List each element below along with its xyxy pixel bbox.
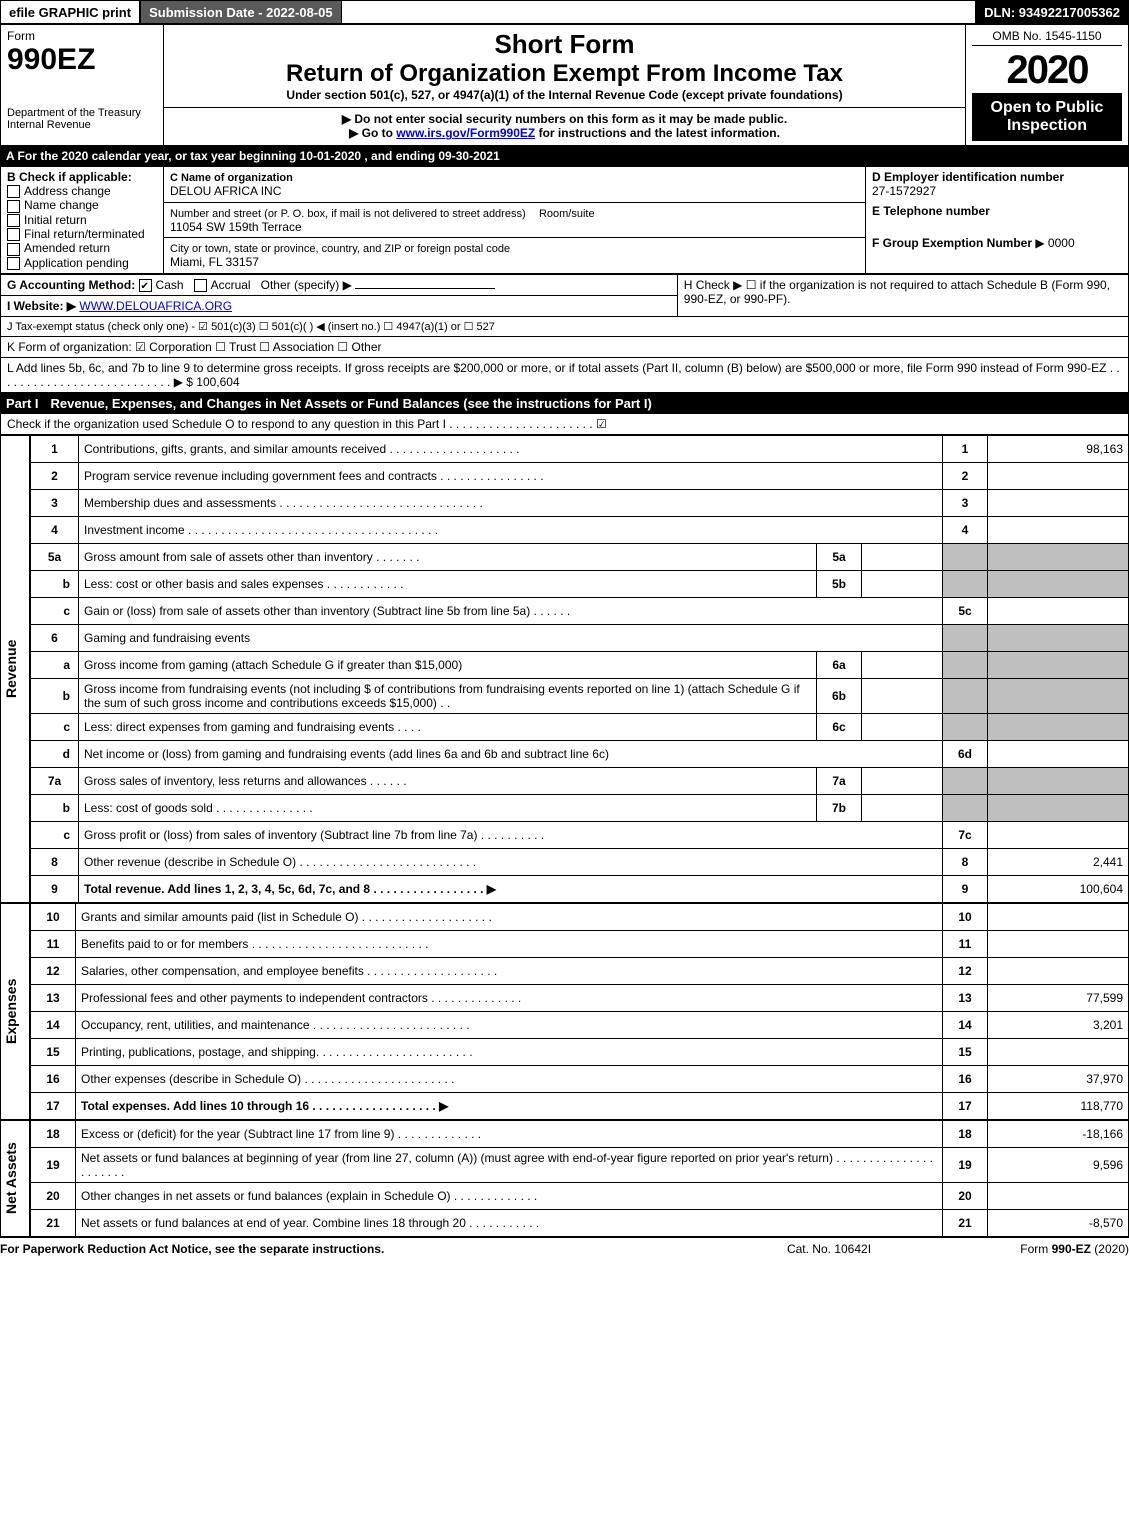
box-b-opt-amended: Amended return	[7, 241, 157, 255]
form-header: Form 990EZ Department of the Treasury In…	[0, 24, 1129, 146]
ein-value: 27-1572927	[872, 184, 1122, 198]
box-b-opt-initial: Initial return	[7, 213, 157, 227]
footer-left: For Paperwork Reduction Act Notice, see …	[0, 1242, 729, 1256]
city-label: City or town, state or province, country…	[170, 243, 510, 255]
dln-label: DLN: 93492217005362	[975, 0, 1129, 24]
street-label: Number and street (or P. O. box, if mail…	[170, 208, 526, 220]
row-9: 9Total revenue. Add lines 1, 2, 3, 4, 5c…	[31, 876, 1129, 903]
row-8: 8Other revenue (describe in Schedule O) …	[31, 849, 1129, 876]
page-footer: For Paperwork Reduction Act Notice, see …	[0, 1237, 1129, 1260]
form-number: 990EZ	[7, 43, 157, 77]
side-revenue: Revenue	[0, 435, 30, 903]
netassets-table: 18Excess or (deficit) for the year (Subt…	[30, 1120, 1129, 1237]
box-b-opt-address: Address change	[7, 184, 157, 198]
line-i-label: I Website: ▶	[7, 299, 76, 313]
city-value: Miami, FL 33157	[170, 255, 259, 269]
side-netassets: Net Assets	[0, 1120, 30, 1237]
line-g-label: G Accounting Method:	[7, 278, 135, 292]
row-5b: bLess: cost or other basis and sales exp…	[31, 571, 1129, 598]
row-13: 13Professional fees and other payments t…	[31, 985, 1129, 1012]
meta-table: B Check if applicable: Address change Na…	[0, 166, 1129, 274]
row-16: 16Other expenses (describe in Schedule O…	[31, 1066, 1129, 1093]
row-19: 19Net assets or fund balances at beginni…	[31, 1148, 1129, 1183]
row-21: 21Net assets or fund balances at end of …	[31, 1210, 1129, 1237]
line-g-cash: Cash	[156, 278, 184, 292]
box-b-opt-name: Name change	[7, 198, 157, 212]
row-2: 2Program service revenue including gover…	[31, 463, 1129, 490]
lines-g-to-l: G Accounting Method: Cash Accrual Other …	[0, 274, 1129, 393]
row-5c: cGain or (loss) from sale of assets othe…	[31, 598, 1129, 625]
org-name: DELOU AFRICA INC	[170, 184, 281, 198]
row-15: 15Printing, publications, postage, and s…	[31, 1039, 1129, 1066]
top-status-bar: efile GRAPHIC print Submission Date - 20…	[0, 0, 1129, 24]
part-i-bar: Part I Revenue, Expenses, and Changes in…	[0, 393, 1129, 414]
line-l: L Add lines 5b, 6c, and 7b to line 9 to …	[1, 358, 1129, 393]
box-b-opt-pending: Application pending	[7, 256, 157, 270]
box-d-label: D Employer identification number	[872, 170, 1122, 184]
under-section: Under section 501(c), 527, or 4947(a)(1)…	[170, 88, 959, 102]
row-7c: cGross profit or (loss) from sales of in…	[31, 822, 1129, 849]
row-6c: cLess: direct expenses from gaming and f…	[31, 714, 1129, 741]
row-3: 3Membership dues and assessments . . . .…	[31, 490, 1129, 517]
topbar-spacer	[342, 0, 976, 24]
row-14: 14Occupancy, rent, utilities, and mainte…	[31, 1012, 1129, 1039]
box-e-label: E Telephone number	[872, 204, 1122, 218]
short-form-title: Short Form	[170, 29, 959, 60]
box-c-label: C Name of organization	[170, 172, 293, 184]
main-title: Return of Organization Exempt From Incom…	[170, 60, 959, 88]
row-11: 11Benefits paid to or for members . . . …	[31, 931, 1129, 958]
line-g-other: Other (specify) ▶	[261, 278, 352, 292]
row-17: 17Total expenses. Add lines 10 through 1…	[31, 1093, 1129, 1120]
part-i-check: Check if the organization used Schedule …	[0, 414, 1129, 435]
dept-irs: Internal Revenue	[7, 119, 157, 131]
box-b-title: B Check if applicable:	[7, 170, 157, 184]
row-10: 10Grants and similar amounts paid (list …	[31, 904, 1129, 931]
footer-right: Form 990-EZ (2020)	[929, 1242, 1129, 1256]
dept-treasury: Department of the Treasury	[7, 107, 157, 119]
omb-number: OMB No. 1545-1150	[972, 29, 1122, 46]
submission-date: Submission Date - 2022-08-05	[140, 0, 342, 24]
row-12: 12Salaries, other compensation, and empl…	[31, 958, 1129, 985]
irs-link[interactable]: www.irs.gov/Form990EZ	[396, 126, 535, 140]
line-j: J Tax-exempt status (check only one) - ☑…	[1, 317, 1129, 337]
instructions-link-line: ▶ Go to www.irs.gov/Form990EZ for instru…	[170, 126, 959, 140]
row-6a: aGross income from gaming (attach Schedu…	[31, 652, 1129, 679]
website-link[interactable]: WWW.DELOUAFRICA.ORG	[79, 299, 232, 313]
ssn-warning: ▶ Do not enter social security numbers o…	[170, 112, 959, 126]
room-label: Room/suite	[539, 208, 595, 220]
row-7a: 7aGross sales of inventory, less returns…	[31, 768, 1129, 795]
box-f: F Group Exemption Number ▶ 0000	[872, 236, 1122, 250]
form-word: Form	[7, 29, 157, 43]
footer-center: Cat. No. 10642I	[729, 1242, 929, 1256]
tax-year-bar: A For the 2020 calendar year, or tax yea…	[0, 146, 1129, 166]
street-value: 11054 SW 159th Terrace	[170, 220, 302, 234]
side-expenses: Expenses	[0, 903, 30, 1120]
row-5a: 5aGross amount from sale of assets other…	[31, 544, 1129, 571]
open-to-public: Open to Public Inspection	[972, 93, 1122, 141]
line-h: H Check ▶ ☐ if the organization is not r…	[677, 274, 1128, 316]
expenses-table: 10Grants and similar amounts paid (list …	[30, 903, 1129, 1120]
revenue-table: 1Contributions, gifts, grants, and simil…	[30, 435, 1129, 903]
line-k: K Form of organization: ☑ Corporation ☐ …	[1, 337, 1129, 358]
efile-label: efile GRAPHIC print	[0, 0, 140, 24]
row-1: 1Contributions, gifts, grants, and simil…	[31, 436, 1129, 463]
part-i-label: Part I	[6, 396, 51, 411]
row-18: 18Excess or (deficit) for the year (Subt…	[31, 1121, 1129, 1148]
row-6: 6Gaming and fundraising events	[31, 625, 1129, 652]
row-6b: bGross income from fundraising events (n…	[31, 679, 1129, 714]
box-b-opt-final: Final return/terminated	[7, 227, 157, 241]
tax-year: 2020	[972, 48, 1122, 93]
row-4: 4Investment income . . . . . . . . . . .…	[31, 517, 1129, 544]
row-7b: bLess: cost of goods sold . . . . . . . …	[31, 795, 1129, 822]
row-20: 20Other changes in net assets or fund ba…	[31, 1183, 1129, 1210]
line-g-accrual: Accrual	[211, 278, 251, 292]
part-i-desc: Revenue, Expenses, and Changes in Net As…	[51, 396, 1123, 411]
row-6d: dNet income or (loss) from gaming and fu…	[31, 741, 1129, 768]
